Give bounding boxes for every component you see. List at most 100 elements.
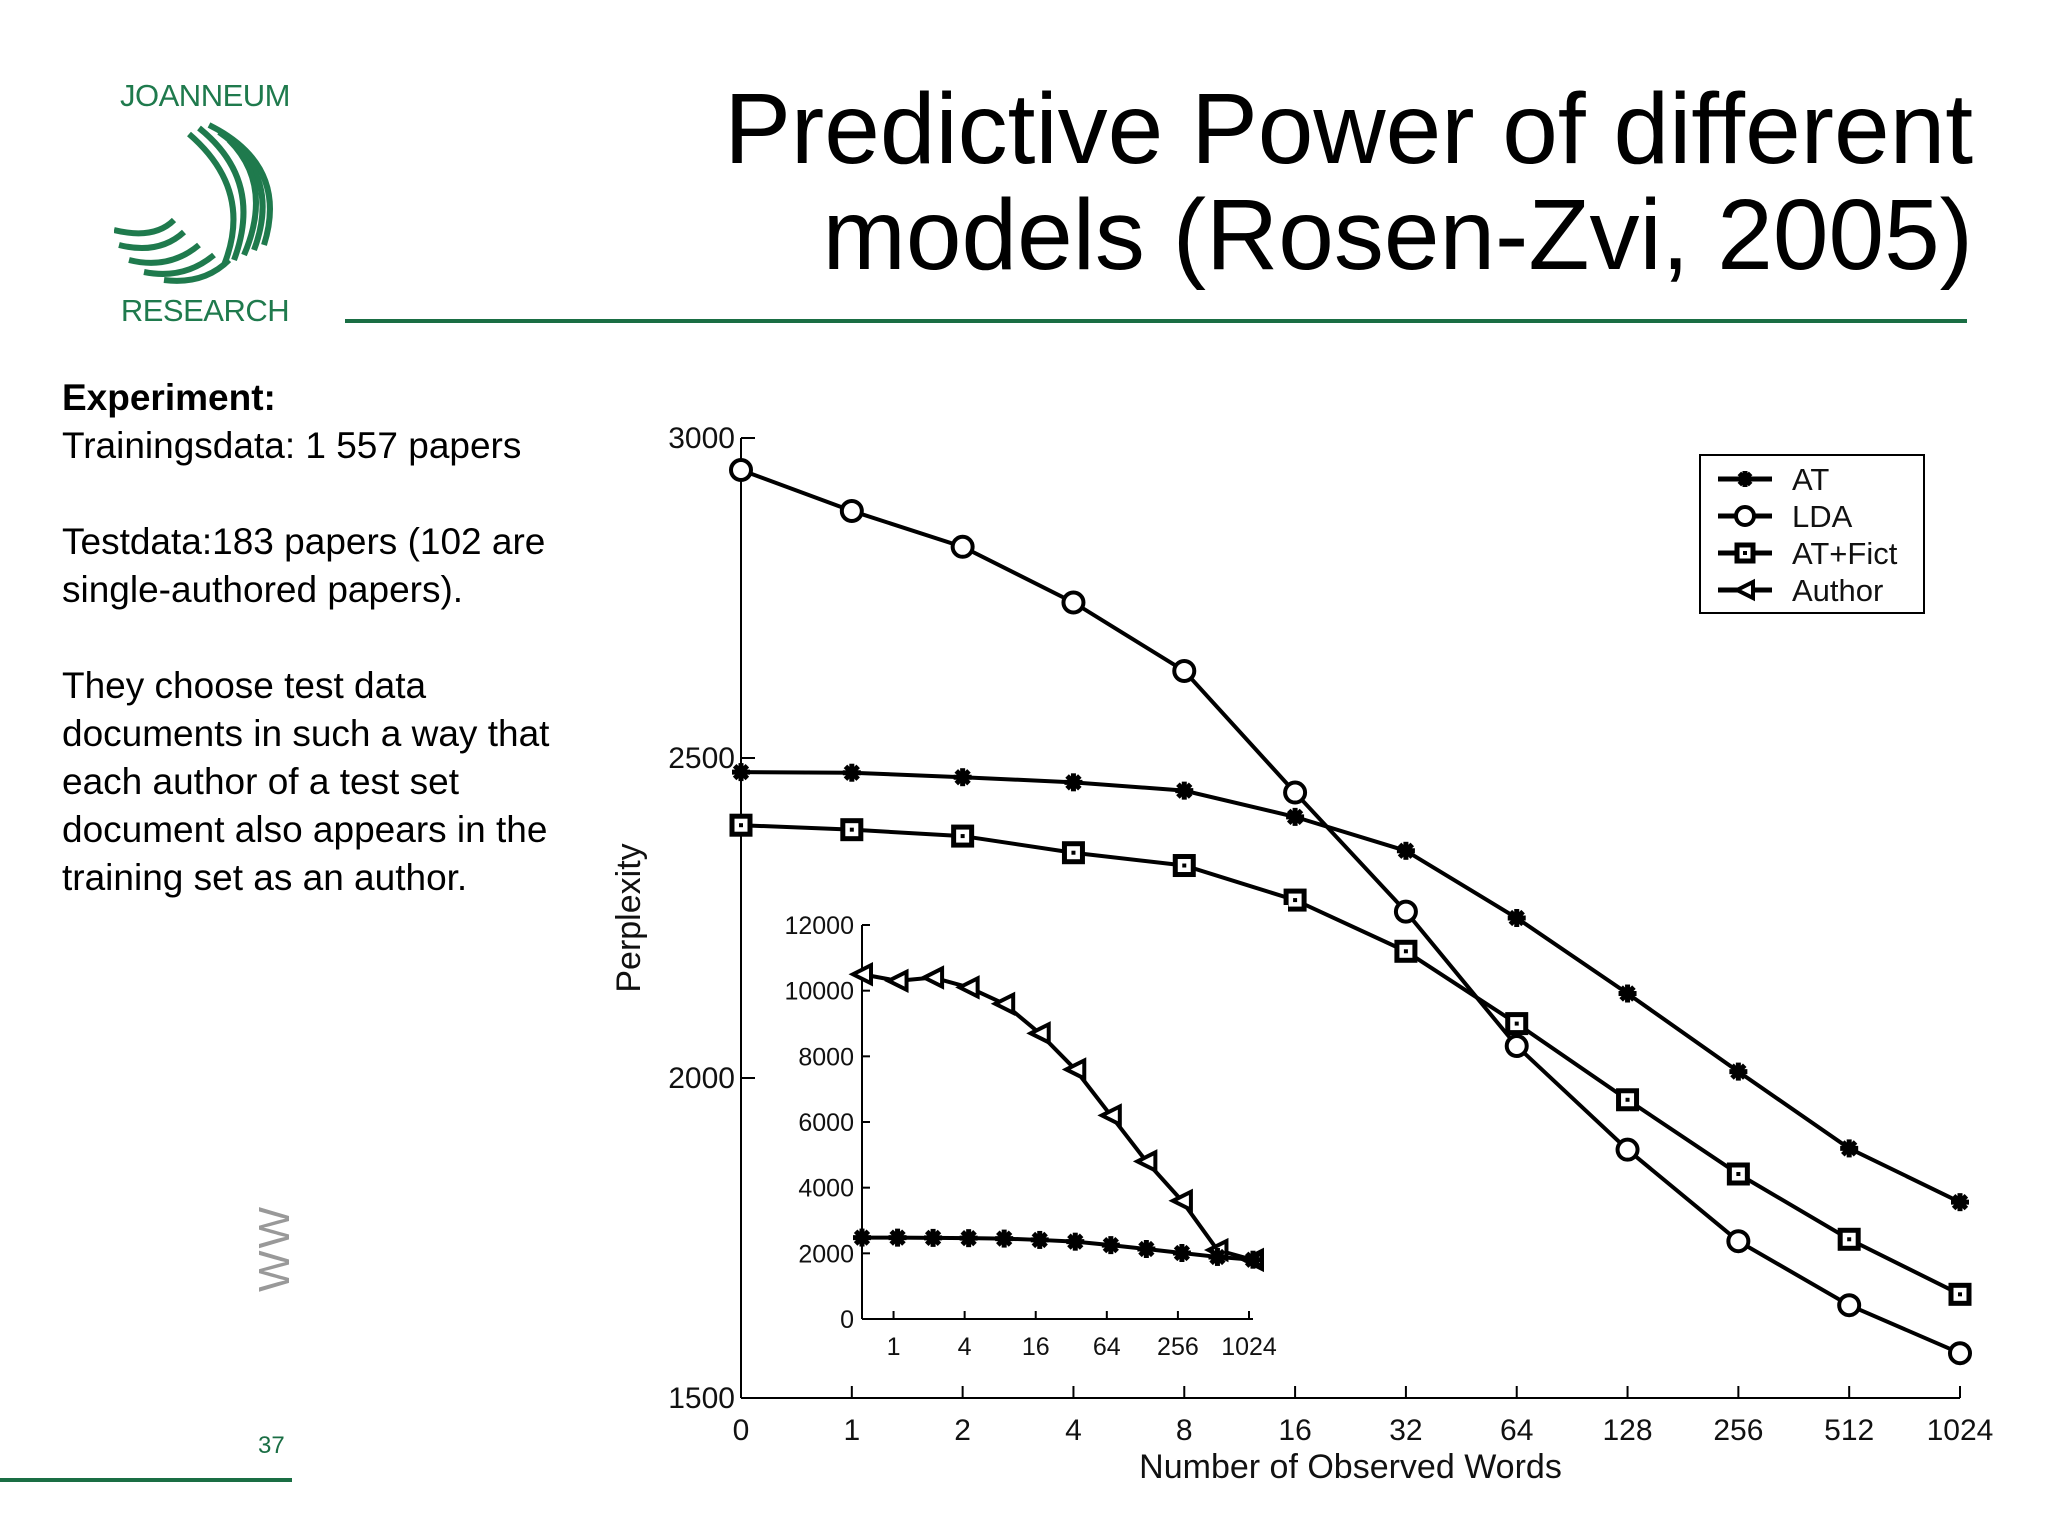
inset-point-author [1168,1188,1193,1214]
inset-x-tick-label: 16 [1022,1333,1050,1361]
inset-point-at [1030,1230,1049,1249]
point-at-core [957,772,968,783]
inset-point-at [995,1229,1014,1248]
point-atfict-dot [1736,1172,1741,1176]
x-tick-label: 256 [1713,1414,1763,1447]
point-atfict-dot [1182,863,1187,868]
inset-point-at [853,1228,871,1247]
point-atfict-dot [1847,1237,1852,1242]
point-at-core [1844,1143,1855,1154]
point-atfict-dot [849,827,854,832]
point-at [1618,984,1637,1003]
experiment-heading: Experiment: [62,377,276,418]
logo-mark-icon [114,122,273,284]
point-at [1951,1193,1969,1212]
inset-point-author [1132,1149,1158,1174]
footer-divider [0,1478,292,1482]
point-at-core [1733,1066,1744,1077]
inset-point-at-core [1141,1244,1152,1254]
point-at [1507,909,1526,927]
logo-text-bottom: RESEARCH [120,293,290,328]
series-line-at [740,770,1961,1204]
point-atfict-dot [960,834,965,839]
inset-point-author [919,965,945,990]
point-lda [1393,899,1418,924]
page-number: 37 [258,1432,285,1459]
x-axis-title: Number of Observed Words [1139,1448,1562,1486]
inset-background [767,905,1288,1374]
point-at-core [846,767,857,778]
inset-x-tick-label: 64 [1093,1333,1121,1361]
x-tick-label: 1 [843,1414,860,1447]
point-lda [1283,780,1308,805]
legend-item-lda: LDA [1718,499,1853,534]
point-at-core [1622,988,1633,999]
point-atfict-dot [1071,850,1076,855]
inset-point-at [1101,1236,1120,1255]
test-selection-text: They choose test data documents in such … [62,665,550,898]
experiment-description: Experiment: Trainingsdata: 1 557 papers … [62,374,582,950]
x-tick-label: 512 [1824,1414,1874,1447]
legend-marker [1732,578,1755,602]
legend-label: AT [1792,462,1829,497]
inset-point-at-core [1070,1236,1081,1247]
point-lda [1837,1293,1862,1318]
inset-point-at [1244,1250,1262,1269]
inset-x-tick-label: 1 [887,1333,901,1361]
inset-point-at [924,1228,943,1247]
legend-marker [1734,505,1756,527]
y-tick-label: 3000 [668,422,735,455]
point-at-core [1400,845,1411,856]
point-lda [1726,1229,1751,1254]
x-tick-label: 32 [1389,1414,1422,1447]
inset-point-author [884,968,909,994]
point-at [1064,773,1083,792]
legend-marker-dot [1743,551,1747,555]
inset-y-tick-label: 4000 [798,1175,854,1203]
inset-point-author [1061,1057,1087,1082]
point-atfict-dot [1625,1097,1630,1102]
x-tick-label: 64 [1500,1414,1533,1447]
inset-y-tick-label: 8000 [798,1043,854,1071]
series-line-lda [740,468,1961,1356]
x-tick-label: 128 [1603,1414,1653,1447]
x-tick-label: 16 [1278,1414,1311,1447]
y-tick-label: 2000 [668,1062,735,1095]
inset-point-at [1208,1247,1227,1266]
point-lda [1948,1341,1972,1366]
inset-point-at-core [1105,1240,1116,1251]
legend-marker [1737,471,1753,487]
point-lda [1061,590,1086,615]
inset-point-author [990,991,1016,1017]
inset-y-tick-label: 0 [840,1306,854,1334]
inset-y-tick-label: 2000 [798,1240,854,1268]
point-lda [729,458,753,482]
point-at [842,763,861,782]
point-at-core [1179,785,1190,796]
y-axis-title: Perplexity [610,843,648,992]
y-tick-label: 1500 [668,1382,735,1415]
point-atfict-dot [1958,1292,1962,1297]
inset-point-at [1066,1232,1085,1251]
inset-point-at-core [963,1233,974,1244]
point-at [1729,1062,1748,1081]
point-at [953,768,972,787]
point-at-core [1290,811,1301,822]
legend-label: Author [1792,573,1883,608]
point-at [1396,841,1415,860]
legend-box [1699,454,1925,614]
training-data-text: Trainingsdata: 1 557 papers [62,425,522,466]
point-lda [1172,658,1197,683]
page-title: Predictive Power of different models (Ro… [724,73,1973,291]
inset-point-author [955,975,980,1000]
x-tick-label: 2 [954,1414,971,1447]
inset-y-tick-label: 10000 [784,978,854,1006]
point-lda [1615,1137,1640,1162]
inset-point-author [1026,1021,1051,1046]
inset-y-tick-label: 12000 [784,912,854,940]
inset-point-at-core [892,1232,903,1243]
point-lda [839,498,864,523]
x-tick-label: 0 [733,1414,750,1447]
legend-label: LDA [1792,499,1853,534]
